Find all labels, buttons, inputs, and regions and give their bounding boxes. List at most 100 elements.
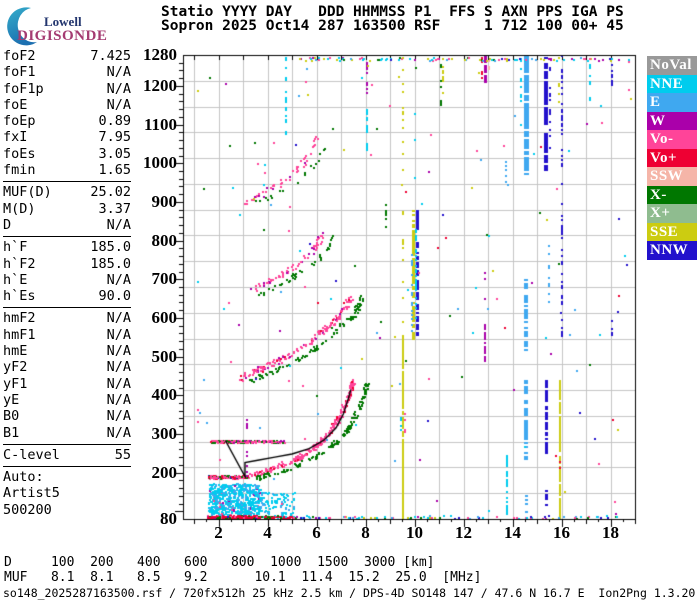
param-value: 55 bbox=[114, 446, 131, 463]
header-columns-line: Statio YYYY DAY DDD HHMMSS P1 FFS S AXN … bbox=[161, 4, 624, 20]
param-label: foE bbox=[3, 96, 28, 113]
param-row-B1: B1 N/A bbox=[3, 425, 131, 441]
param-value: 185.0 bbox=[90, 255, 131, 272]
ionogram-plot bbox=[170, 45, 650, 532]
y-tick-label-900: 900 bbox=[151, 191, 178, 211]
param-label: foF2 bbox=[3, 48, 36, 64]
y-tick-label-500: 500 bbox=[151, 346, 178, 366]
logo-digisonde-text: DIGISONDE bbox=[17, 28, 108, 44]
legend-item-SSE: SSE bbox=[647, 222, 697, 241]
y-tick-label-700: 700 bbox=[151, 269, 178, 289]
param-row-hmF2: hmF2 N/A bbox=[3, 310, 131, 326]
digisonde-crescent-icon bbox=[7, 7, 37, 46]
y-tick-label-200: 200 bbox=[151, 462, 178, 482]
y-tick-label-800: 800 bbox=[151, 230, 178, 250]
separator-line bbox=[3, 236, 131, 238]
param-value: 3.05 bbox=[98, 145, 131, 162]
param-value: 1.65 bbox=[98, 162, 131, 179]
param-label: B0 bbox=[3, 408, 20, 425]
param-row-fxI: fxI 7.95 bbox=[3, 129, 131, 145]
param-value: N/A bbox=[106, 80, 131, 97]
x-tick-label-16: 16 bbox=[553, 523, 570, 542]
logo-lowell-text: Lowell bbox=[44, 14, 82, 29]
param-label: fmin bbox=[3, 162, 36, 179]
x-tick-label-10: 10 bbox=[406, 523, 423, 542]
ionogram-canvas bbox=[170, 45, 650, 532]
legend-item-W: W bbox=[647, 111, 697, 130]
param-label: fxI bbox=[3, 129, 28, 146]
param-value: N/A bbox=[106, 96, 131, 113]
param-row-foE: foE N/A bbox=[3, 97, 131, 113]
param-label: M(D) bbox=[3, 200, 36, 217]
param-row-foF2: foF2 7.425 bbox=[3, 48, 131, 64]
y-tick-label-1280: 1280 bbox=[143, 45, 177, 64]
header-block: Statio YYYY DAY DDD HHMMSS P1 FFS S AXN … bbox=[161, 4, 624, 34]
param-row-D: D N/A bbox=[3, 217, 131, 233]
y-tick-label-1200: 1200 bbox=[143, 75, 177, 95]
x-tick-label-4: 4 bbox=[263, 523, 272, 542]
header-values-line: Sopron 2025 Oct14 287 163500 RSF 1 712 1… bbox=[161, 18, 624, 34]
param-value: 25.02 bbox=[90, 184, 131, 201]
separator-line bbox=[3, 443, 131, 445]
param-row-hF2: h`F2 185.0 bbox=[3, 256, 131, 272]
param-value: 90.0 bbox=[98, 288, 131, 305]
x-tick-label-6: 6 bbox=[312, 523, 321, 542]
legend-item-E: E bbox=[647, 93, 697, 112]
file-status-line: so148_2025287163500.rsf / 720fx512h 25 k… bbox=[3, 586, 696, 600]
param-value: N/A bbox=[106, 375, 131, 392]
param-row-hmF1: hmF1 N/A bbox=[3, 327, 131, 343]
param-label: h`F2 bbox=[3, 255, 36, 272]
param-row-MD: M(D) 3.37 bbox=[3, 201, 131, 217]
param-row-fmin: fmin 1.65 bbox=[3, 162, 131, 178]
param-row-foF1p: foF1p N/A bbox=[3, 81, 131, 97]
legend-item-NoVal: NoVal bbox=[647, 56, 697, 75]
param-row-foEs: foEs 3.05 bbox=[3, 146, 131, 162]
param-value: N/A bbox=[106, 343, 131, 360]
autoscaling-info-line: Artist5 bbox=[3, 485, 60, 502]
legend-item-NNW: NNW bbox=[647, 241, 697, 260]
legend-item-NNE: NNE bbox=[647, 74, 697, 93]
param-value: 185.0 bbox=[90, 239, 131, 256]
param-label: yF1 bbox=[3, 375, 28, 392]
param-label: h`E bbox=[3, 271, 28, 288]
param-row-MUFD: MUF(D) 25.02 bbox=[3, 184, 131, 200]
muf-row: MUF 8.1 8.1 8.5 9.2 10.1 11.4 15.2 25.0 … bbox=[4, 570, 482, 585]
param-label: MUF(D) bbox=[3, 184, 52, 201]
separator-line bbox=[3, 466, 131, 468]
y-tick-label-80: 80 bbox=[160, 509, 177, 528]
param-value: N/A bbox=[106, 216, 131, 233]
y-tick-label-1100: 1100 bbox=[143, 114, 177, 134]
param-value: 7.95 bbox=[98, 129, 131, 146]
param-row-hE: h`E N/A bbox=[3, 272, 131, 288]
param-row-yF1: yF1 N/A bbox=[3, 376, 131, 392]
param-label: yE bbox=[3, 391, 20, 408]
param-row-hmE: hmE N/A bbox=[3, 343, 131, 359]
param-value: N/A bbox=[106, 359, 131, 376]
param-row-yE: yE N/A bbox=[3, 392, 131, 408]
param-value: N/A bbox=[106, 271, 131, 288]
param-row-hEs: h`Es 90.0 bbox=[3, 288, 131, 304]
param-value: N/A bbox=[106, 326, 131, 343]
param-label: D bbox=[3, 216, 12, 233]
param-value: N/A bbox=[106, 408, 131, 425]
x-tick-label-14: 14 bbox=[504, 523, 521, 542]
param-row-hF: h`F 185.0 bbox=[3, 239, 131, 255]
param-label: B1 bbox=[3, 424, 20, 441]
param-row-foEp: foEp 0.89 bbox=[3, 113, 131, 129]
param-label: foF1p bbox=[3, 80, 44, 97]
echo-status-legend: NoVal NNE E W Vo- Vo+ SSW X- X+ SSE NNW bbox=[647, 56, 697, 260]
param-label: hmE bbox=[3, 343, 28, 360]
param-value: N/A bbox=[106, 64, 131, 81]
lowell-digisonde-logo: Lowell DIGISONDE bbox=[6, 6, 126, 48]
param-label: hmF1 bbox=[3, 326, 36, 343]
param-label: foEs bbox=[3, 145, 36, 162]
d-distance-row: D 100 200 400 600 800 1000 1500 3000 [km… bbox=[4, 555, 435, 570]
param-value: 7.425 bbox=[90, 48, 131, 64]
y-tick-label-300: 300 bbox=[151, 423, 178, 443]
legend-item-Vo: Vo+ bbox=[647, 148, 697, 167]
x-tick-label-12: 12 bbox=[455, 523, 472, 542]
legend-item-X: X+ bbox=[647, 204, 697, 223]
x-tick-label-8: 8 bbox=[361, 523, 370, 542]
legend-item-X: X- bbox=[647, 185, 697, 204]
